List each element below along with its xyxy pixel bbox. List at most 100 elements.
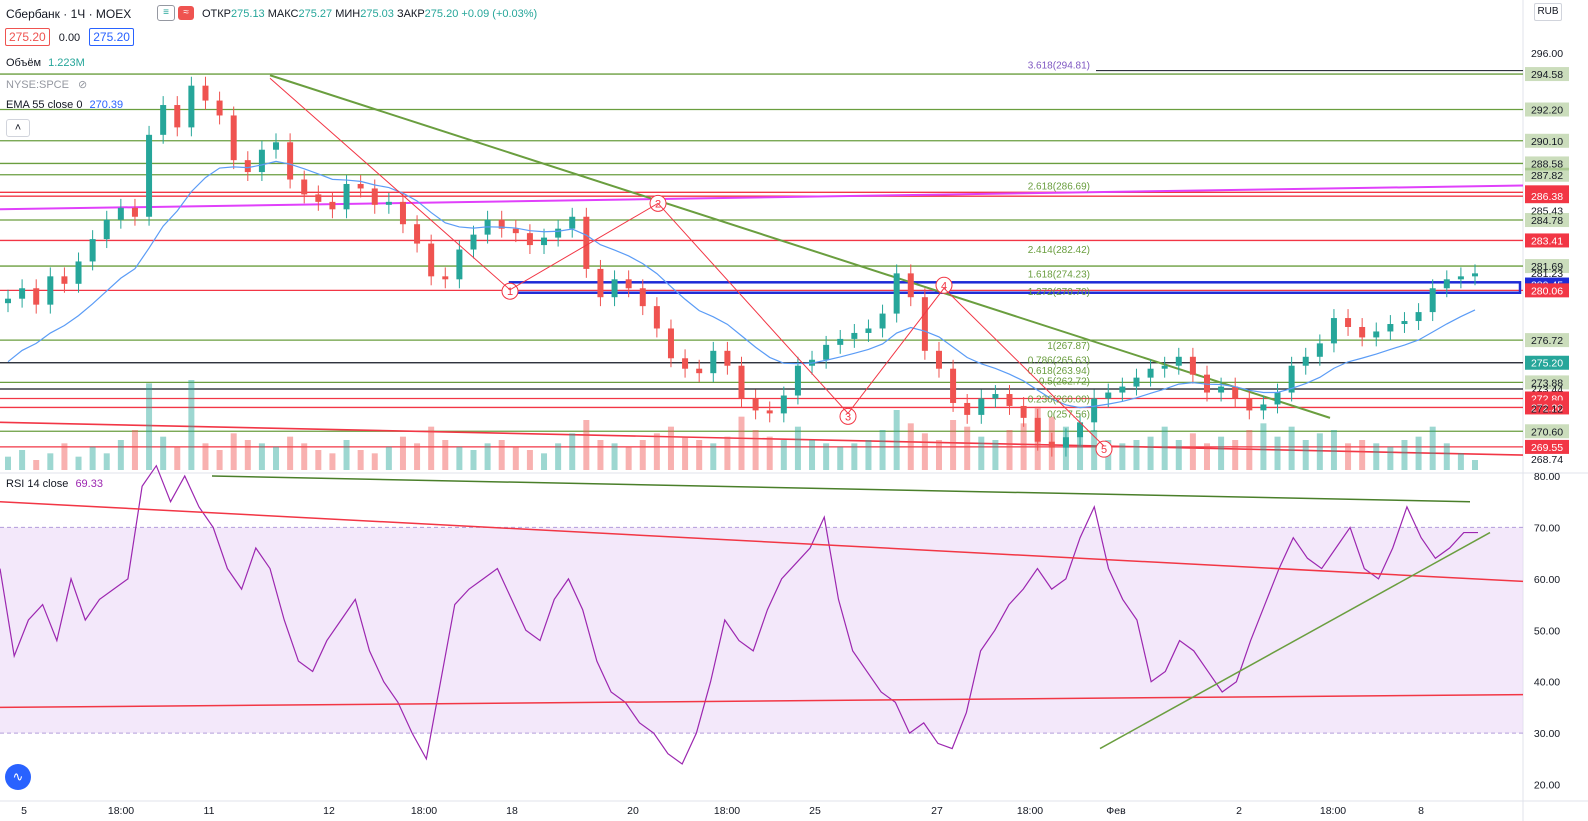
volume-legend[interactable]: Объём 1.223M bbox=[6, 57, 85, 69]
tradingview-logo-icon[interactable]: ∿ bbox=[5, 764, 31, 790]
collapse-legend-button[interactable]: ˄ bbox=[6, 119, 30, 137]
time-axis-tick: 18:00 bbox=[411, 805, 437, 817]
price-axis-tick: 272.20 bbox=[1531, 402, 1563, 414]
volume-bar bbox=[710, 443, 717, 470]
candle-body bbox=[526, 233, 533, 246]
volume-bar bbox=[1387, 446, 1394, 470]
green-trendline bbox=[269, 74, 1331, 419]
volume-bar bbox=[1401, 440, 1408, 470]
volume-bar bbox=[1345, 443, 1352, 470]
drawings bbox=[0, 73, 1524, 456]
candle-body bbox=[851, 332, 858, 339]
candle-body bbox=[625, 279, 632, 289]
eye-icon[interactable]: ≡ bbox=[157, 5, 175, 21]
candle-body bbox=[1189, 356, 1196, 375]
candle-body bbox=[865, 328, 872, 333]
volume-bar bbox=[597, 440, 604, 470]
volume-bar bbox=[526, 450, 533, 470]
volume-bar bbox=[287, 436, 294, 470]
candle-body bbox=[399, 201, 406, 225]
candle-body bbox=[1062, 437, 1069, 448]
price-axis-label-bg bbox=[1525, 189, 1569, 204]
symbol-title[interactable]: Сбербанк · 1Ч · MOEX bbox=[6, 7, 132, 21]
volume-bar bbox=[1359, 440, 1366, 470]
candle-body bbox=[1260, 404, 1267, 411]
price-axis-label-bg bbox=[1525, 133, 1569, 148]
volume-bar bbox=[188, 380, 195, 470]
time-axis-tick: 5 bbox=[21, 805, 27, 817]
candle-body bbox=[1401, 321, 1408, 325]
candle-body bbox=[682, 358, 689, 369]
rsi-legend[interactable]: RSI 14 close 69.33 bbox=[6, 478, 103, 490]
volume-bar bbox=[146, 383, 153, 470]
rsi-green-trendline bbox=[1099, 531, 1491, 750]
spread-value: 0.00 bbox=[58, 32, 81, 44]
volume-bar bbox=[399, 436, 406, 470]
candle-body bbox=[1147, 368, 1154, 378]
price-axis-tick: 276.72 bbox=[1531, 335, 1563, 347]
buy-button[interactable]: 275.20 bbox=[89, 28, 134, 46]
volume-bar bbox=[61, 443, 68, 470]
candle-body bbox=[160, 105, 167, 135]
candle-body bbox=[667, 328, 674, 359]
volume-bar bbox=[315, 450, 322, 470]
time-axis-tick: 18:00 bbox=[1320, 805, 1346, 817]
volume-bar bbox=[1020, 423, 1027, 470]
compare-toggle[interactable]: ≡ ≈ bbox=[157, 5, 195, 21]
sell-button[interactable]: 275.20 bbox=[5, 28, 50, 46]
candle-body bbox=[710, 350, 717, 374]
blue-zone bbox=[508, 281, 1522, 294]
volume-bar bbox=[1457, 453, 1464, 470]
rsi-band bbox=[0, 527, 1523, 734]
price-axis-tick: 275.20 bbox=[1531, 358, 1563, 370]
volume-bar bbox=[5, 456, 11, 470]
price-axis-label-bg bbox=[1525, 233, 1569, 248]
candle-body bbox=[273, 142, 280, 150]
rsi-label: RSI 14 close bbox=[6, 478, 69, 490]
volume-bar bbox=[301, 443, 308, 470]
candle-body bbox=[738, 365, 745, 399]
wave-label: 5 bbox=[1101, 444, 1107, 456]
price-axis-label-bg bbox=[1525, 375, 1569, 390]
price-axis-tick: 273.88 bbox=[1531, 377, 1563, 389]
volume-bar bbox=[625, 446, 632, 470]
currency-badge[interactable]: RUB bbox=[1534, 3, 1562, 21]
candle-body bbox=[569, 216, 576, 229]
candle-body bbox=[1048, 441, 1055, 448]
candle-body bbox=[498, 219, 505, 229]
time-axis-tick: Фев bbox=[1106, 805, 1126, 817]
price-axis-tick: 288.58 bbox=[1531, 158, 1563, 170]
high-value: 275.27 bbox=[298, 8, 333, 20]
wave-icon[interactable]: ≈ bbox=[178, 6, 195, 20]
wave-label: 3 bbox=[845, 411, 851, 423]
rsi-line bbox=[0, 464, 1478, 765]
candle-body bbox=[1472, 273, 1478, 277]
candle-body bbox=[653, 306, 660, 329]
candle-body bbox=[1077, 422, 1084, 438]
rsi-red-trendline-lower bbox=[0, 693, 1524, 709]
candle-body bbox=[385, 201, 392, 205]
volume-bar bbox=[117, 440, 124, 470]
price-axis-tick: 281.69 bbox=[1531, 261, 1563, 273]
rsi-panel bbox=[0, 464, 1524, 765]
candle-body bbox=[329, 201, 336, 210]
ema-legend[interactable]: EMA 55 close 0 270.39 bbox=[6, 99, 123, 111]
time-axis-tick: 18 bbox=[506, 805, 518, 817]
candle-body bbox=[978, 398, 985, 415]
volume-value: 1.223M bbox=[48, 57, 85, 69]
candle-body bbox=[1175, 356, 1182, 366]
candle-body bbox=[512, 228, 519, 234]
volume-bar bbox=[385, 446, 392, 470]
candle-body bbox=[315, 194, 322, 202]
price-axis-label-bg bbox=[1525, 167, 1569, 182]
rsi-axis-tick: 70.00 bbox=[1534, 522, 1560, 534]
candle-body bbox=[992, 394, 999, 399]
wave-label: 1 bbox=[507, 286, 513, 298]
time-axis-tick: 18:00 bbox=[1017, 805, 1043, 817]
compare-legend[interactable]: NYSE:SPCE ⊘ bbox=[6, 78, 87, 91]
volume-bar bbox=[19, 450, 26, 470]
candle-body bbox=[1345, 318, 1352, 327]
volume-bar bbox=[809, 440, 816, 470]
